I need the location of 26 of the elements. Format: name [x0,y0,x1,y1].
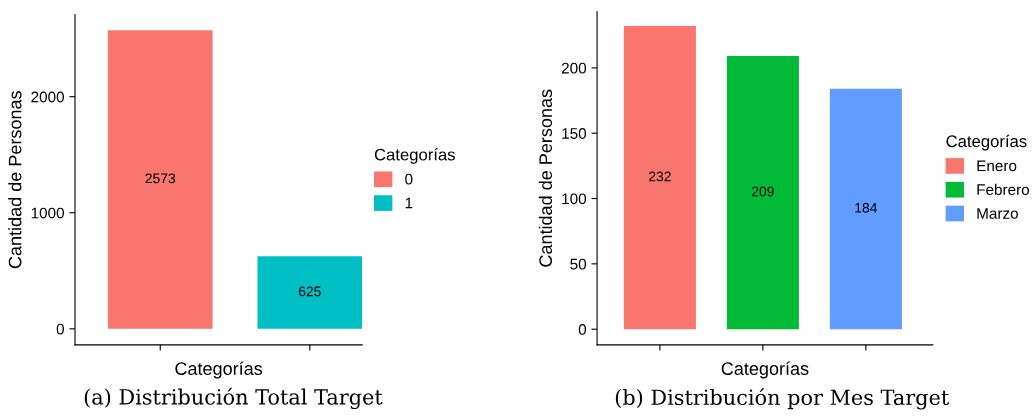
text: (a) Distribución Total Target [84,387,383,410]
y-tick-label: 0 [578,324,587,335]
legend-title: Categorías [946,134,1027,151]
y-tick-label: 200 [561,62,587,74]
legend-label: 1 [405,197,413,209]
y-tick-label: 150 [562,128,587,139]
y-tick-label: 50 [570,258,587,270]
legend-label: 0 [405,173,413,185]
legend-title: Categorías [374,148,455,164]
legend-label: Febrero [977,183,1030,196]
legend-label: Enero [977,160,1017,172]
y-tick-label: 100 [562,193,587,205]
data-label: 232 [649,171,671,182]
y-tick-label: 1000 [31,207,64,219]
data-label: 625 [298,286,321,297]
y-axis-title: Cantidad de Personas [8,91,22,269]
legend-label: Marzo [977,208,1018,219]
x-axis-title: Categorías [175,361,263,379]
y-axis-title: Cantidad de Personas [538,89,553,267]
data-label: 2573 [145,173,176,184]
data-label: 184 [855,202,878,213]
text: (b) Distribución por Mes Target [615,388,950,410]
y-tick-label: 2000 [31,91,64,103]
x-axis-title: Categorías [721,361,809,379]
data-label: 209 [751,186,774,197]
y-tick-label: 0 [56,323,64,335]
